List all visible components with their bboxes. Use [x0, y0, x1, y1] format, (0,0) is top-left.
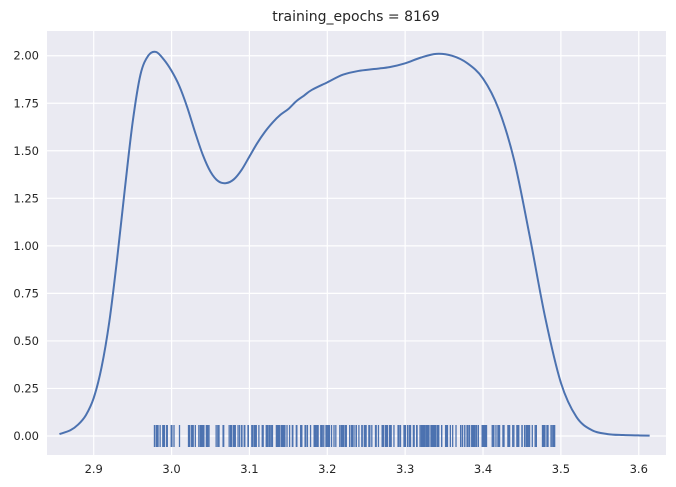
grid	[47, 31, 666, 455]
y-tick-label: 0.50	[13, 334, 39, 348]
rug-marks	[153, 424, 556, 447]
kde-line	[59, 50, 650, 437]
x-tick-label: 3.2	[318, 462, 336, 476]
plot-background	[47, 31, 666, 455]
y-tick-label: 0.75	[13, 286, 39, 300]
x-tick-label: 3.0	[162, 462, 180, 476]
y-tick-label: 1.50	[13, 144, 39, 158]
y-tick-label: 1.75	[13, 96, 39, 110]
x-tick-label: 3.1	[240, 462, 258, 476]
x-tick-label: 3.3	[396, 462, 414, 476]
y-tick-label: 0.00	[13, 429, 39, 443]
y-tick-label: 1.00	[13, 239, 39, 253]
y-tick-label: 1.25	[13, 191, 39, 205]
x-tick-label: 3.6	[630, 462, 648, 476]
y-axis-ticks: 0.00 0.25 0.50 0.75 1.00 1.25 1.50 1.75 2.00	[13, 49, 39, 443]
chart-title: training_epochs = 8169	[272, 9, 439, 25]
x-axis-ticks: 2.9 3.0 3.1 3.2 3.3 3.4 3.5 3.6	[85, 462, 648, 476]
y-tick-label: 2.00	[13, 49, 39, 63]
x-tick-label: 3.5	[552, 462, 570, 476]
y-tick-label: 0.25	[13, 381, 39, 395]
x-tick-label: 2.9	[85, 462, 103, 476]
x-tick-label: 3.4	[474, 462, 492, 476]
